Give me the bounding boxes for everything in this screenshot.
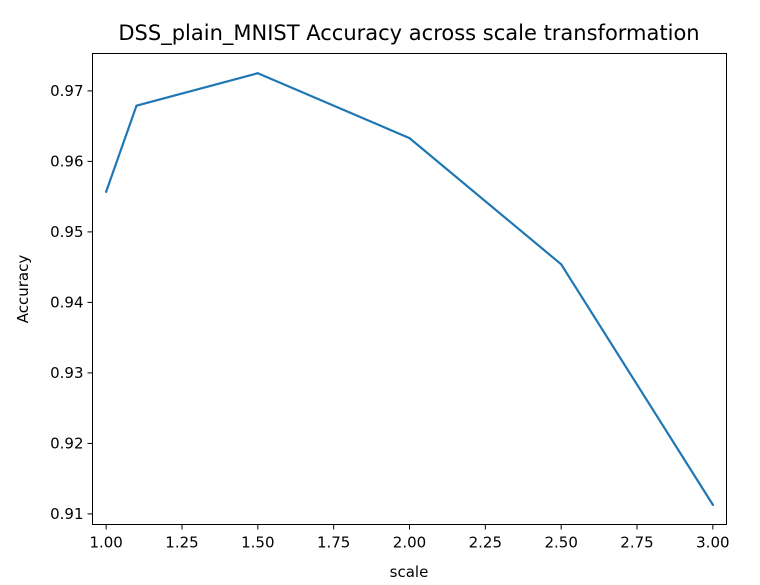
y-tick-label: 0.96: [50, 152, 83, 170]
x-tick-label: 1.75: [317, 534, 350, 552]
y-tick-label: 0.97: [50, 82, 83, 100]
x-tick-label: 1.25: [165, 534, 198, 552]
x-tick-label: 3.00: [696, 534, 729, 552]
y-tick-label: 0.91: [50, 505, 83, 523]
y-tick-label: 0.95: [50, 223, 83, 241]
chart-title: DSS_plain_MNIST Accuracy across scale tr…: [118, 21, 699, 46]
y-tick-label: 0.93: [50, 364, 83, 382]
x-tick-label: 2.25: [469, 534, 502, 552]
y-axis: 0.91 0.92 0.93 0.94 0.95 0.96 0.97: [50, 82, 93, 523]
y-axis-label: Accuracy: [14, 255, 32, 324]
data-point: [408, 137, 411, 140]
x-tick-label: 2.00: [393, 534, 426, 552]
data-point: [256, 72, 259, 75]
y-tick-label: 0.92: [50, 434, 83, 452]
x-tick-label: 2.75: [620, 534, 653, 552]
data-point: [711, 503, 714, 506]
x-tick-label: 2.50: [544, 534, 577, 552]
series-line: [105, 72, 714, 506]
series-layer: [105, 72, 714, 506]
data-point: [105, 190, 108, 193]
x-axis: 1.00 1.25 1.50 1.75 2.00 2.25 2.50 2.75 3.00: [89, 524, 730, 552]
data-point: [135, 104, 138, 107]
plot-frame: [92, 53, 727, 525]
x-tick-label: 1.50: [241, 534, 274, 552]
x-axis-label: scale: [390, 563, 429, 581]
y-tick-label: 0.94: [50, 293, 83, 311]
data-point: [560, 263, 563, 266]
x-tick-label: 1.00: [89, 534, 122, 552]
